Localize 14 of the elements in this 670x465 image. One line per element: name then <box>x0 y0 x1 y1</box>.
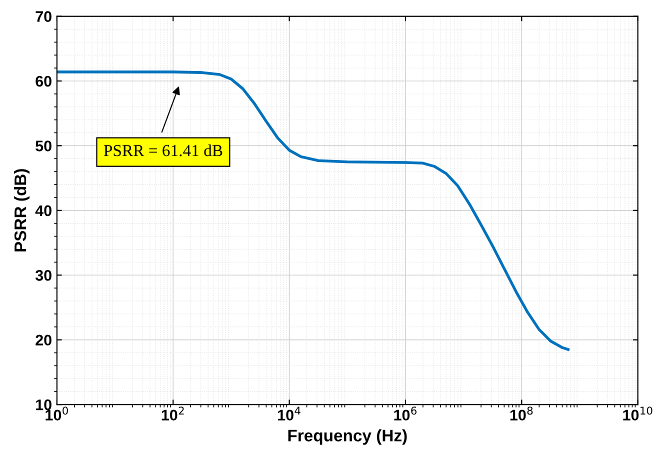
y-axis-title: PSRR (dB) <box>14 169 30 252</box>
x-tick-label: 10$^{10}$ <box>623 406 652 421</box>
y-tick-label: 20 <box>36 334 52 346</box>
x-tick-label: 10$^{8}$ <box>510 406 533 421</box>
y-tick-label: 50 <box>36 140 52 152</box>
y-tick-label: 70 <box>36 11 52 22</box>
x-axis-title: Frequency (Hz) <box>288 429 407 445</box>
y-tick-label: 60 <box>36 76 52 87</box>
x-tick-label: 10$^{2}$ <box>162 406 184 421</box>
x-tick-label: 10$^{4}$ <box>278 406 300 421</box>
y-tick-label: 30 <box>35 270 52 281</box>
x-tick-label: 10$^{6}$ <box>394 406 417 421</box>
annotation: PSRR = 61.41 dB <box>104 144 222 156</box>
y-tick-label: 40 <box>35 205 52 216</box>
